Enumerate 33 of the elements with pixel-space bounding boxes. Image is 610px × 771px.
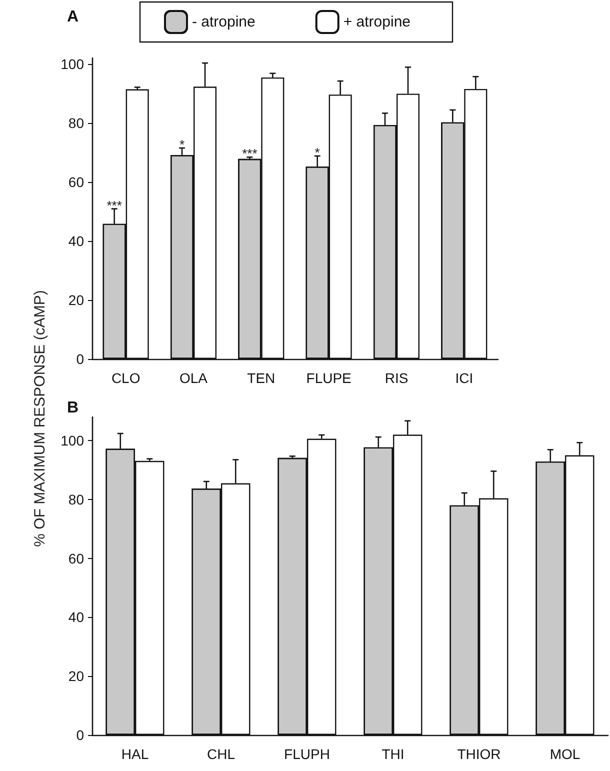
y-tick-label: 100: [60, 432, 84, 449]
x-tick-label: OLA: [179, 370, 208, 386]
y-tick-label: 20: [68, 292, 84, 308]
x-tick-label: RIS: [384, 370, 408, 386]
y-tick-label: 40: [68, 609, 84, 626]
x-tick-label: CLO: [111, 370, 140, 386]
x-tick-label: THIOR: [457, 746, 501, 762]
legend-label: + atropine: [343, 14, 411, 30]
chart-title: B: [67, 400, 79, 416]
annotation: *: [314, 144, 320, 160]
x-tick-label: THI: [382, 746, 404, 762]
y-tick-label: 0: [76, 727, 84, 743]
y-tick-label: 80: [68, 491, 84, 508]
y-tick-label: 20: [68, 668, 84, 684]
y-tick-label: 60: [68, 174, 84, 190]
x-tick-label: FLUPH: [284, 746, 330, 762]
legend-label: - atropine: [192, 14, 256, 30]
y-tick-label: 60: [68, 550, 84, 566]
x-tick-label: CHL: [206, 746, 236, 762]
y-tick-label: 40: [68, 232, 84, 249]
x-tick-label: TEN: [247, 370, 276, 386]
y-tick-label: 80: [68, 114, 84, 131]
x-tick-label: ICI: [455, 370, 474, 386]
y-axis-title: % OF MAXIMUM RESPONSE (cAMP): [32, 289, 48, 549]
y-tick-label: 100: [60, 56, 84, 72]
x-tick-label: MOL: [550, 746, 580, 762]
x-tick-label: HAL: [121, 746, 149, 762]
chart-title: A: [67, 8, 79, 26]
annotation: ***: [242, 146, 258, 162]
annotation: ***: [106, 198, 122, 213]
annotation: *: [179, 137, 185, 152]
y-tick-label: 0: [76, 351, 84, 367]
x-tick-label: FLUPE: [306, 370, 352, 386]
